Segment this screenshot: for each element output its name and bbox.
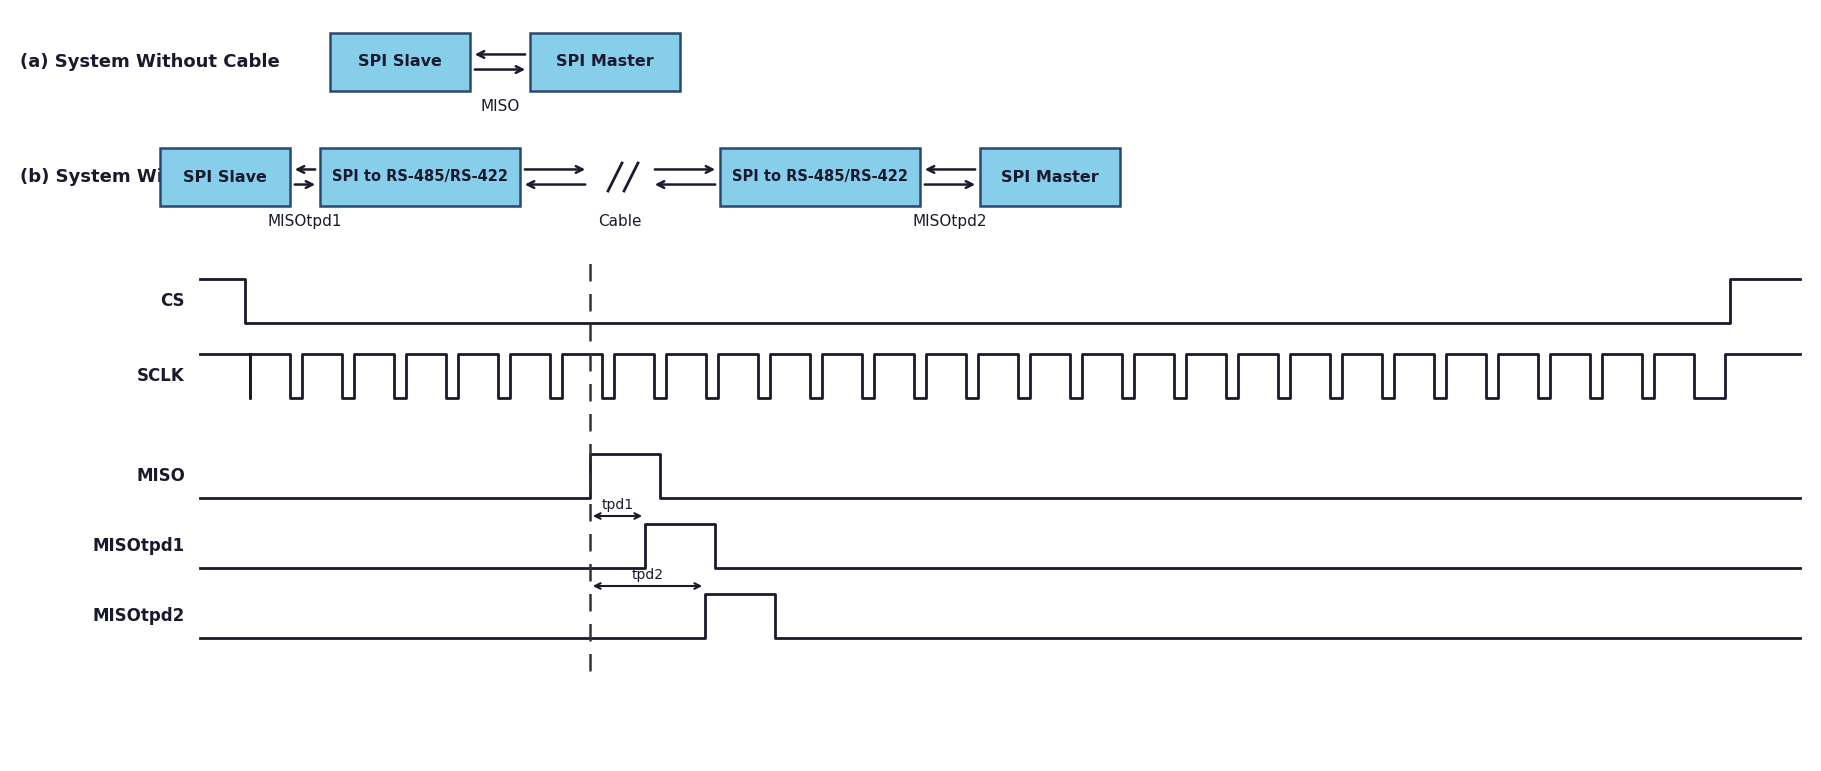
FancyBboxPatch shape [330,33,470,91]
FancyBboxPatch shape [320,148,521,206]
Text: tpd1: tpd1 [601,498,634,512]
Text: SPI Master: SPI Master [1002,170,1098,184]
Text: SPI to RS-485/RS-422: SPI to RS-485/RS-422 [331,170,508,184]
Text: MISOtpd2: MISOtpd2 [93,607,186,625]
FancyBboxPatch shape [980,148,1120,206]
Text: CS: CS [160,292,186,310]
Text: SPI Slave: SPI Slave [359,55,443,69]
Text: MISOtpd1: MISOtpd1 [268,214,342,229]
Text: Cable: Cable [599,214,641,229]
Text: SPI to RS-485/RS-422: SPI to RS-485/RS-422 [732,170,909,184]
Text: MISOtpd2: MISOtpd2 [912,214,987,229]
FancyBboxPatch shape [530,33,679,91]
Text: SCLK: SCLK [137,367,186,385]
Text: SPI Slave: SPI Slave [184,170,268,184]
Text: tpd2: tpd2 [632,568,663,582]
FancyBboxPatch shape [160,148,290,206]
Text: (b) System With Cable: (b) System With Cable [20,168,248,186]
Text: (a) System Without Cable: (a) System Without Cable [20,53,280,71]
Text: SPI Master: SPI Master [555,55,654,69]
FancyBboxPatch shape [719,148,920,206]
Text: MISO: MISO [137,467,186,485]
Text: MISO: MISO [481,99,519,114]
Text: MISOtpd1: MISOtpd1 [93,537,186,555]
